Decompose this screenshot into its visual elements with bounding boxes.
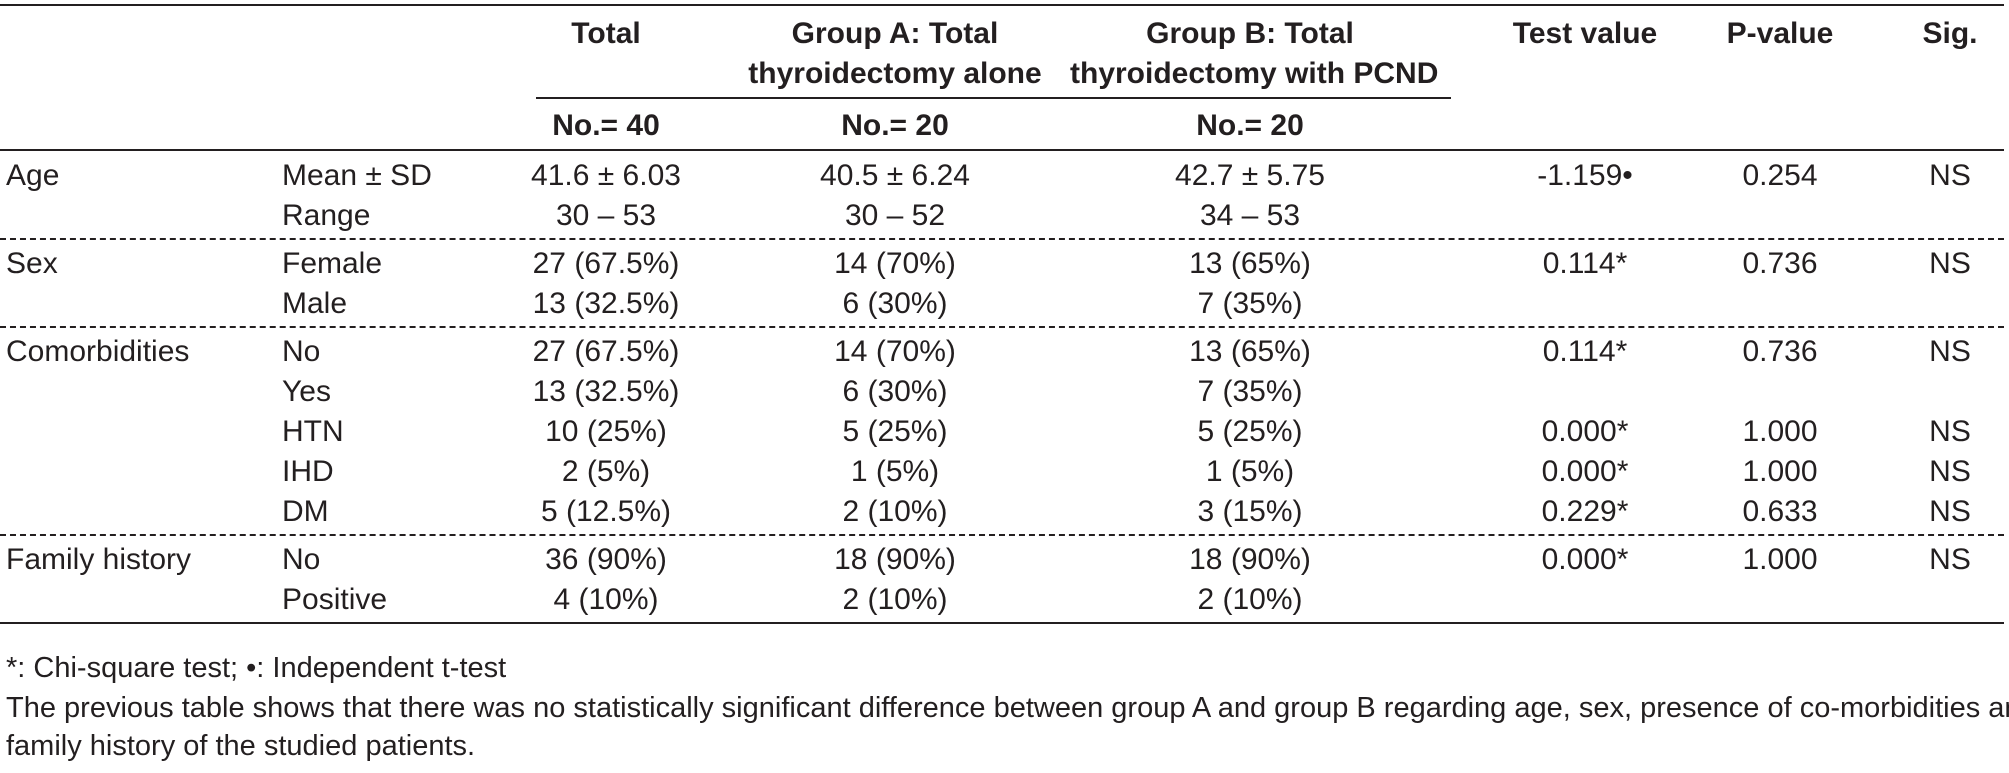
header-n-group-a: No.= 20 [841,109,949,142]
cell-subcategory: Range [282,199,371,232]
header-p-value: P-value [1726,17,1834,50]
row-category: Age [6,159,60,192]
header-n-group-b: No.= 20 [1196,109,1304,142]
cell-sig: NS [1929,335,1971,368]
cell-group-a: 6 (30%) [842,287,948,320]
cell-group-b: 7 (35%) [1197,287,1303,320]
cell-group-b: 42.7 ± 5.75 [1175,159,1325,192]
cell-test-value: 0.114* [1542,335,1628,368]
cell-subcategory: No [282,543,321,576]
cell-group-a: 2 (10%) [842,583,948,616]
cell-total: 27 (67.5%) [532,247,680,280]
cell-group-a: 14 (70%) [834,247,956,280]
cell-p-value: 0.736 [1742,247,1818,280]
cell-sig: NS [1929,415,1971,448]
cell-p-value: 1.000 [1742,455,1818,488]
cell-test-value: 0.000* [1541,415,1629,448]
header-total: Total [571,17,641,50]
header-sub-rule [536,97,1451,99]
row-category: Comorbidities [6,335,190,368]
cell-subcategory: Yes [282,375,331,408]
cell-p-value: 1.000 [1742,543,1818,576]
table-footnote: *: Chi-square test; •: Independent t-tes… [6,652,507,684]
cell-group-b: 1 (5%) [1205,455,1295,488]
cell-test-value: 0.114* [1542,247,1628,280]
cell-total: 27 (67.5%) [532,335,680,368]
cell-total: 2 (5%) [561,455,651,488]
cell-subcategory: Male [282,287,348,320]
cell-test-value: -1.159• [1537,159,1633,192]
cell-subcategory: No [282,335,321,368]
table-top-rule [0,4,2004,6]
cell-group-b: 7 (35%) [1197,375,1303,408]
cell-group-b: 18 (90%) [1189,543,1311,576]
cell-total: 30 – 53 [555,199,657,232]
table-caption-line2: family history of the studied patients. [6,730,476,762]
header-group-a-line2: thyroidectomy alone [748,57,1042,90]
cell-total: 5 (12.5%) [540,495,672,528]
header-group-b-line1: Group B: Total [1146,17,1354,50]
cell-sig: NS [1929,495,1971,528]
cell-group-b: 13 (65%) [1189,335,1311,368]
header-sig: Sig. [1922,17,1978,50]
cell-subcategory: HTN [282,415,344,448]
cell-subcategory: Positive [282,583,388,616]
row-category: Sex [6,247,58,280]
cell-sig: NS [1929,159,1971,192]
cell-sig: NS [1929,247,1971,280]
cell-total: 13 (32.5%) [532,287,680,320]
cell-sig: NS [1929,455,1971,488]
cell-group-a: 30 – 52 [844,199,946,232]
cell-group-a: 2 (10%) [842,495,948,528]
header-group-a-line1: Group A: Total [791,17,999,50]
section-divider [0,326,2004,328]
cell-group-a: 6 (30%) [842,375,948,408]
cell-test-value: 0.000* [1541,455,1629,488]
cell-p-value: 0.633 [1742,495,1818,528]
cell-total: 36 (90%) [545,543,667,576]
cell-p-value: 1.000 [1742,415,1818,448]
header-n-total: No.= 40 [552,109,660,142]
cell-p-value: 0.254 [1742,159,1818,192]
cell-group-a: 40.5 ± 6.24 [820,159,970,192]
header-bottom-rule [0,149,2004,151]
cell-sig: NS [1929,543,1971,576]
cell-group-b: 5 (25%) [1197,415,1303,448]
cell-total: 13 (32.5%) [532,375,680,408]
cell-subcategory: IHD [282,455,334,488]
section-divider [0,534,2004,536]
cell-group-a: 14 (70%) [834,335,956,368]
cell-subcategory: Mean ± SD [282,159,432,192]
cell-group-b: 34 – 53 [1199,199,1301,232]
header-group-b-line2: thyroidectomy with PCND [1070,57,1439,90]
cell-group-b: 3 (15%) [1197,495,1303,528]
header-test-value: Test value [1512,17,1658,50]
cell-test-value: 0.229* [1541,495,1629,528]
cell-group-a: 5 (25%) [842,415,948,448]
cell-total: 41.6 ± 6.03 [531,159,681,192]
cell-test-value: 0.000* [1541,543,1629,576]
cell-subcategory: DM [282,495,329,528]
table-bottom-rule [0,622,2004,624]
cell-group-a: 1 (5%) [850,455,940,488]
cell-p-value: 0.736 [1742,335,1818,368]
table-caption-line1: The previous table shows that there was … [6,692,2009,724]
cell-group-b: 2 (10%) [1197,583,1303,616]
cell-group-b: 13 (65%) [1189,247,1311,280]
cell-subcategory: Female [282,247,383,280]
row-category: Family history [6,543,192,576]
cell-total: 4 (10%) [553,583,659,616]
cell-group-a: 18 (90%) [834,543,956,576]
section-divider [0,238,2004,240]
cell-total: 10 (25%) [545,415,667,448]
